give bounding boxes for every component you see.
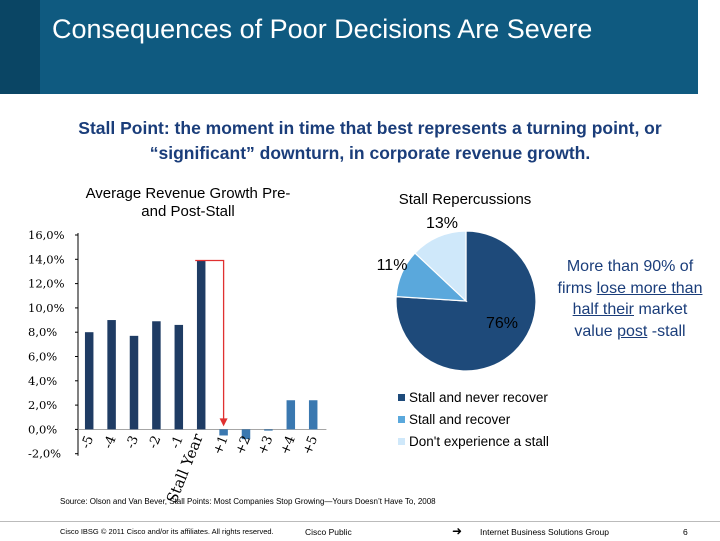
- note-part-4: market value: [574, 301, 688, 340]
- footer-classification: Cisco Public: [305, 527, 352, 537]
- y-tick-label: 14,0%: [28, 252, 65, 266]
- y-tick-label: 2,0%: [28, 398, 57, 412]
- bar-chart-title: Average Revenue Growth Pre- and Post-Sta…: [85, 185, 291, 220]
- bar: [196, 260, 206, 430]
- y-tick-label: 10,0%: [28, 301, 65, 315]
- y-tick-label: 6,0%: [28, 350, 57, 364]
- bar-chart: 16,0% 14,0% 12,0% 10,0% 8,0% 6,0% 4,0% 2,0% 0,0%…: [28, 228, 327, 506]
- bar: [174, 324, 184, 430]
- bar: [286, 400, 296, 430]
- source-citation: Source: Olson and Van Bever, Stall Point…: [60, 497, 436, 506]
- y-tick-label: 12,0%: [28, 277, 65, 291]
- pie-chart-title: Stall Repercussions: [398, 191, 532, 208]
- bar: [107, 320, 116, 430]
- bar: [84, 332, 94, 430]
- bar: [129, 335, 139, 430]
- slide-subtitle: Stall Point: the moment in time that bes…: [78, 118, 662, 163]
- legend-label: Stall and recover: [409, 411, 511, 427]
- bar: [264, 429, 273, 431]
- x-tick-label: -4: [101, 434, 120, 451]
- slide-title: Consequences of Poor Decisions Are Sever…: [52, 14, 593, 44]
- y-tick-label: -2,0%: [28, 447, 61, 461]
- note-part-2: lose more than half their: [572, 279, 703, 319]
- arrow-icon: ➜: [452, 524, 463, 538]
- x-tick-label: +3: [255, 434, 276, 457]
- stall-arrow-head: [219, 418, 228, 427]
- pie-legend: Stall and never recover Stall and recove…: [398, 386, 549, 452]
- legend-swatch: [398, 415, 405, 423]
- y-tick-label: 16,0%: [28, 228, 65, 242]
- legend-swatch: [398, 393, 405, 401]
- note-part-1: More than 90% of firms: [557, 258, 694, 297]
- footer: Cisco IBSG © 2011 Cisco and/or its affil…: [0, 521, 720, 541]
- x-tick-label: +1: [211, 434, 232, 457]
- pie-value-label: 76%: [486, 315, 518, 332]
- y-tick-label: 8,0%: [28, 325, 57, 339]
- legend-item: Don't experience a stall: [398, 430, 549, 452]
- bar: [219, 429, 228, 436]
- y-tick-label: 4,0%: [28, 374, 57, 388]
- y-tick-label: 0,0%: [28, 422, 57, 436]
- x-tick-label: -1: [168, 434, 187, 451]
- x-tick-label: -2: [146, 434, 165, 451]
- pie-value-label: 11%: [377, 257, 408, 274]
- pie-value-label: 13%: [426, 215, 458, 232]
- footer-group: Internet Business Solutions Group: [480, 527, 609, 537]
- title-accent: [0, 0, 40, 94]
- x-tick-label: +4: [278, 434, 299, 457]
- pie-slice: [414, 230, 467, 303]
- page-number: 6: [683, 527, 688, 537]
- legend-item: Stall and never recover: [398, 386, 549, 408]
- x-tick-label: -5: [79, 434, 98, 451]
- title-bar-edge: [698, 0, 720, 94]
- footer-copyright: Cisco IBSG © 2011 Cisco and/or its affil…: [60, 527, 274, 536]
- legend-item: Stall and recover: [398, 408, 549, 430]
- stall-arrow: [195, 259, 225, 420]
- pie-chart: 76% 11% 13%: [377, 215, 537, 372]
- x-tick-label: +5: [300, 434, 321, 457]
- bar: [152, 321, 161, 430]
- x-tick-label: -3: [123, 434, 142, 451]
- legend-swatch: [398, 437, 405, 445]
- x-tick-label: +2: [233, 434, 254, 457]
- bar: [308, 400, 318, 430]
- note-part-5: post: [617, 322, 648, 340]
- callout-note: More than 90% of firms lose more than ha…: [552, 256, 708, 342]
- legend-label: Stall and never recover: [409, 389, 548, 405]
- note-part-6: -stall: [647, 322, 686, 340]
- bar: [241, 429, 251, 440]
- title-bar: Consequences of Poor Decisions Are Sever…: [0, 0, 698, 94]
- legend-label: Don't experience a stall: [409, 433, 549, 449]
